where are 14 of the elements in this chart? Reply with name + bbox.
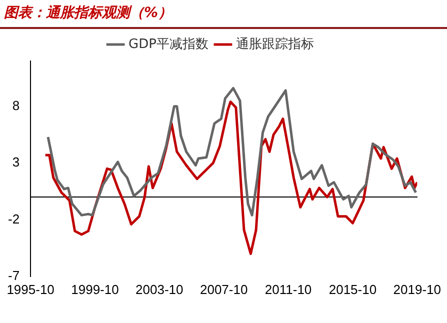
y-tick-label: -7 bbox=[8, 268, 20, 283]
y-tick-label: -2 bbox=[8, 211, 20, 226]
x-tick-label: 2007-10 bbox=[200, 282, 248, 297]
y-tick-label: 3 bbox=[12, 154, 20, 170]
x-tick-label: 2019-10 bbox=[393, 282, 442, 297]
legend-label: 通胀跟踪指标 bbox=[236, 36, 314, 52]
x-tick-label: 2011-10 bbox=[264, 282, 312, 297]
y-tick-label: 8 bbox=[12, 98, 20, 113]
x-tick-label: 2003-10 bbox=[136, 282, 184, 297]
chart-title: 图表：通胀指标观测（%） bbox=[4, 4, 172, 22]
x-tick-label: 2015-10 bbox=[328, 282, 377, 297]
x-tick-label: 1999-10 bbox=[71, 282, 119, 297]
x-tick-label: 1995-10 bbox=[6, 282, 54, 297]
legend-label: GDP平减指数 bbox=[128, 36, 208, 52]
